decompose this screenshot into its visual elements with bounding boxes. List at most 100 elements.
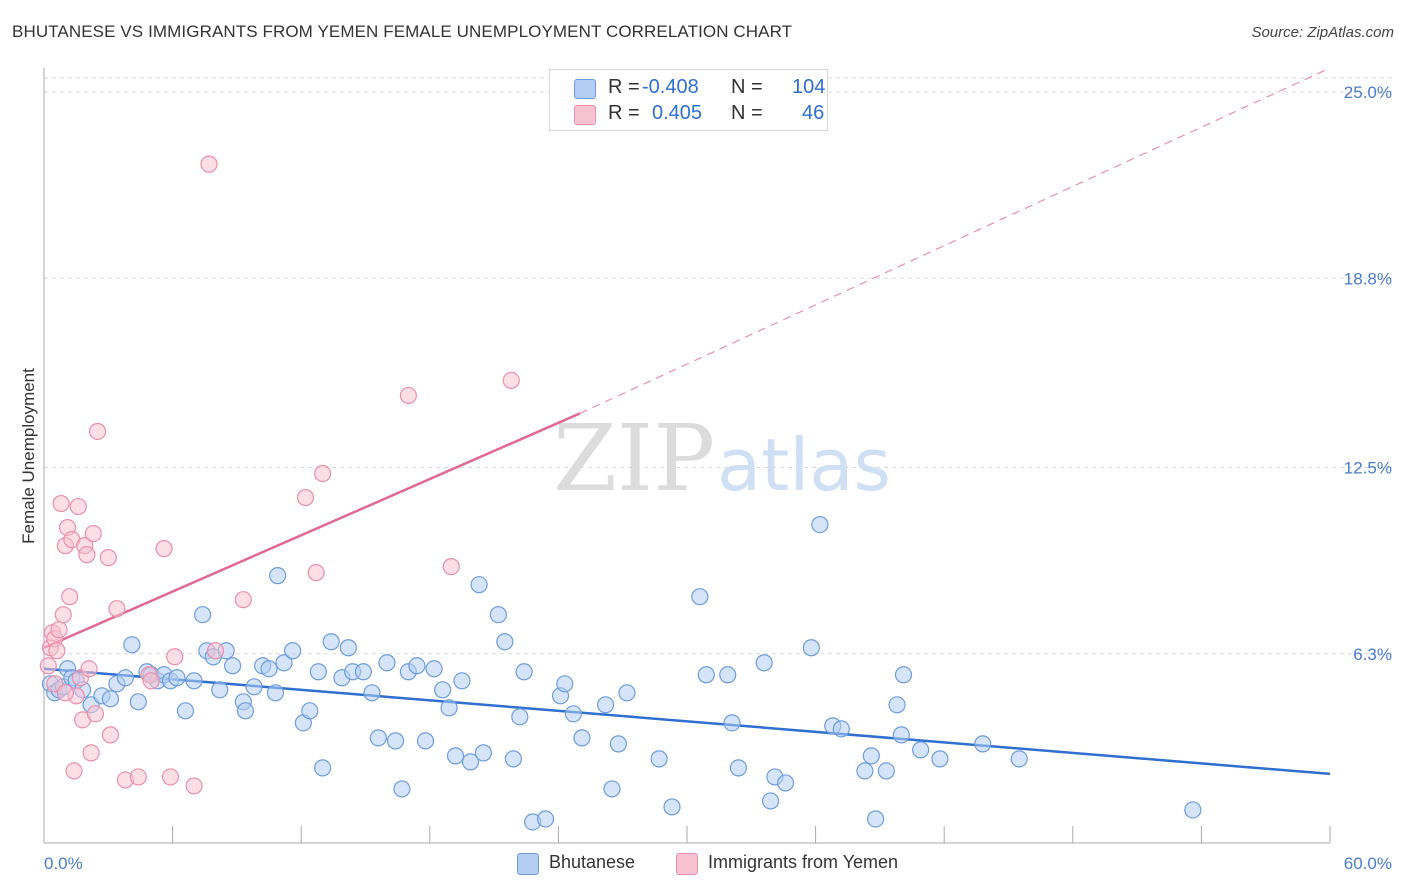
r-label: R = bbox=[608, 76, 640, 98]
correlation-legend: R = -0.408 N = 104 R = 0.405 N = 46 bbox=[549, 69, 828, 131]
grid-layer bbox=[44, 77, 1392, 655]
bhutanese-point bbox=[723, 714, 741, 732]
bhutanese-point bbox=[888, 696, 906, 714]
yemen-point bbox=[56, 684, 75, 702]
legend-label: Bhutanese bbox=[549, 852, 636, 872]
yemen-point bbox=[61, 588, 79, 606]
yemen-point bbox=[65, 762, 83, 780]
bhutanese-point bbox=[123, 636, 141, 654]
bhutanese-trend-line bbox=[43, 667, 1331, 776]
bhutanese-point bbox=[474, 744, 492, 762]
legend-label: Immigrants from Yemen bbox=[708, 852, 899, 872]
legend-swatch-blue bbox=[517, 853, 539, 875]
legend-swatch-pink bbox=[676, 853, 698, 875]
yemen-point bbox=[206, 642, 225, 660]
bhutanese-point bbox=[434, 681, 452, 699]
bhutanese-point bbox=[489, 606, 507, 624]
bhutanese-point bbox=[618, 684, 636, 702]
bhutanese-point bbox=[354, 663, 372, 681]
yemen-point bbox=[108, 600, 126, 618]
yemen-point bbox=[39, 657, 57, 675]
x-tick-label: 60.0% bbox=[1344, 854, 1392, 873]
bhutanese-point bbox=[309, 663, 327, 681]
bhutanese-point bbox=[596, 696, 615, 714]
bhutanese-point bbox=[564, 705, 583, 723]
bhutanese-point bbox=[663, 798, 681, 816]
bhutanese-point bbox=[802, 639, 820, 657]
bhutanese-point bbox=[892, 726, 910, 744]
r-value: 0.405 bbox=[652, 102, 703, 124]
bhutanese-point bbox=[194, 606, 212, 624]
bhutanese-point bbox=[867, 810, 885, 828]
yemen-point bbox=[52, 494, 70, 513]
bhutanese-point bbox=[729, 759, 748, 777]
bhutanese-point bbox=[236, 702, 255, 720]
yemen-point bbox=[54, 606, 72, 624]
bhutanese-point bbox=[511, 708, 529, 726]
bhutanese-point bbox=[697, 666, 715, 684]
bhutanese-point bbox=[515, 663, 533, 681]
n-label: N = bbox=[731, 102, 763, 124]
source-credit: Source: ZipAtlas.com bbox=[1251, 24, 1394, 41]
yemen-point bbox=[314, 464, 332, 483]
yemen-point bbox=[69, 497, 87, 516]
bhutanese-point bbox=[573, 729, 591, 747]
bhutanese-point bbox=[931, 750, 949, 768]
axis-layer bbox=[43, 68, 1331, 844]
n-label: N = bbox=[731, 76, 763, 98]
yemen-point bbox=[48, 642, 66, 660]
r-label: R = bbox=[608, 102, 640, 124]
yemen-point bbox=[296, 488, 315, 507]
yemen-point bbox=[50, 621, 68, 639]
yemen-point bbox=[78, 546, 96, 564]
yemen-trend-line bbox=[43, 412, 581, 649]
bhutanese-point bbox=[393, 780, 411, 798]
bhutanese-point bbox=[761, 792, 780, 810]
yemen-point bbox=[185, 777, 203, 795]
bhutanese-point bbox=[894, 666, 913, 684]
bhutanese-point bbox=[314, 759, 332, 777]
bhutanese-point bbox=[440, 699, 458, 717]
y-tick-label: 12.5% bbox=[1344, 459, 1392, 478]
bhutanese-point bbox=[408, 657, 426, 675]
yemen-point bbox=[82, 744, 100, 762]
bhutanese-point bbox=[974, 735, 992, 753]
yemen-point bbox=[129, 768, 147, 786]
yemen-point bbox=[88, 422, 107, 441]
bhutanese-point bbox=[116, 669, 135, 687]
bhutanese-point bbox=[609, 735, 628, 753]
yemen-point bbox=[142, 672, 160, 690]
bhutanese-point bbox=[284, 642, 302, 660]
bhutanese-point bbox=[453, 672, 471, 690]
y-axis-label: Female Unemployment bbox=[19, 368, 38, 544]
bhutanese-point bbox=[386, 732, 405, 750]
bhutanese-point bbox=[1184, 801, 1202, 819]
y-tick-label: 18.8% bbox=[1344, 269, 1392, 288]
bhutanese-point bbox=[224, 657, 242, 675]
bhutanese-point bbox=[301, 702, 319, 720]
bhutanese-point bbox=[369, 729, 387, 747]
yemen-point bbox=[101, 726, 120, 744]
yemen-point bbox=[502, 371, 520, 390]
x-tick-label: 0.0% bbox=[44, 854, 83, 873]
legend-swatch-blue bbox=[574, 79, 596, 99]
yemen-point bbox=[155, 540, 173, 558]
yemen-point bbox=[234, 591, 252, 609]
bhutanese-point bbox=[496, 633, 514, 651]
watermark: ZIP atlas bbox=[553, 405, 891, 512]
bhutanese-point bbox=[211, 681, 229, 699]
bhutanese-point bbox=[755, 654, 773, 672]
yemen-point bbox=[200, 155, 218, 173]
yemen-point bbox=[80, 660, 98, 678]
bhutanese-point bbox=[776, 774, 795, 792]
bhutanese-point bbox=[650, 750, 668, 768]
yemen-point bbox=[399, 386, 417, 405]
points-layer bbox=[39, 155, 1202, 831]
bhutanese-point bbox=[245, 678, 263, 696]
bhutanese-point bbox=[266, 684, 285, 702]
bhutanese-point bbox=[912, 741, 930, 759]
bhutanese-point bbox=[322, 633, 340, 651]
n-value: 104 bbox=[792, 76, 826, 98]
bhutanese-point bbox=[269, 567, 287, 585]
bhutanese-point bbox=[470, 576, 488, 594]
